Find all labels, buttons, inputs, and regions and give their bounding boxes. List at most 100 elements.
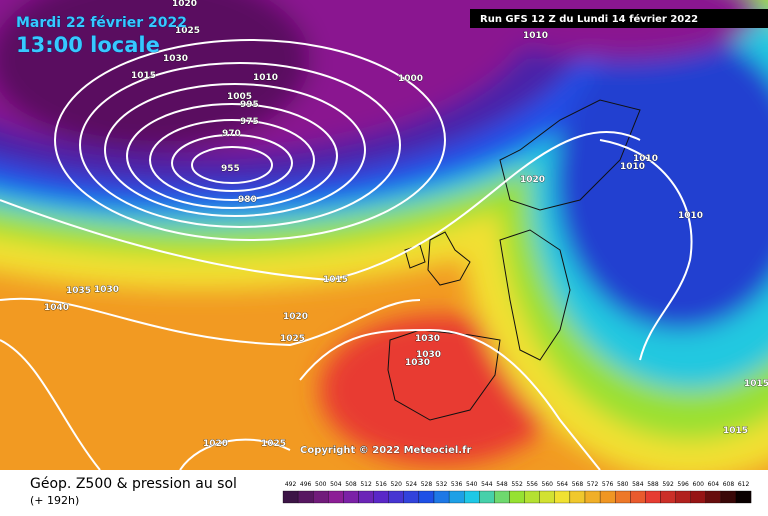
isobar-label: 1030 xyxy=(415,334,440,344)
isobar-label: 1015 xyxy=(744,379,768,389)
isobar-label: 1010 xyxy=(523,31,548,41)
legend-swatch xyxy=(403,490,420,504)
legend-swatch xyxy=(494,490,510,504)
legend-swatch xyxy=(373,490,389,504)
run-info: Run GFS 12 Z du Lundi 14 février 2022 xyxy=(480,13,698,25)
isobar-label: 980 xyxy=(238,195,257,205)
legend-swatch xyxy=(720,490,737,504)
isobar-label: 1010 xyxy=(253,73,278,83)
geopotential-field xyxy=(0,0,768,470)
legend-label: 532 xyxy=(436,481,448,488)
legend-swatch xyxy=(297,490,314,504)
legend-swatch xyxy=(479,490,495,504)
legend-swatch xyxy=(433,490,450,504)
isobars xyxy=(0,39,693,470)
run-banner xyxy=(470,9,768,28)
isobar-label: 1020 xyxy=(520,175,545,185)
legend-swatch xyxy=(645,490,661,504)
legend-label: 596 xyxy=(677,481,689,488)
legend-swatch xyxy=(509,490,525,504)
legend-label: 520 xyxy=(391,481,403,488)
legend-label: 492 xyxy=(285,481,297,488)
legend-swatch xyxy=(690,490,706,504)
isobar-label: 1015 xyxy=(323,275,348,285)
legend-label: 496 xyxy=(300,481,312,488)
legend-label: 500 xyxy=(315,481,327,488)
isobar-label: 1040 xyxy=(44,303,69,313)
isobar-label: 1030 xyxy=(405,358,430,368)
isobar-label: 1000 xyxy=(398,74,423,84)
legend-label: 552 xyxy=(511,481,523,488)
isobar-label: 1025 xyxy=(175,26,200,36)
legend-label: 504 xyxy=(330,481,342,488)
legend-label: 556 xyxy=(526,481,538,488)
legend-label: 548 xyxy=(496,481,508,488)
isobar-label: 1030 xyxy=(416,350,441,360)
isobar-label: 975 xyxy=(240,117,259,127)
legend-label: 592 xyxy=(662,481,674,488)
legend-swatch xyxy=(539,490,555,504)
legend-label: 508 xyxy=(345,481,357,488)
isobar-label: 1010 xyxy=(678,211,703,221)
legend-swatch xyxy=(464,490,480,504)
isobar-label: 1005 xyxy=(227,92,252,102)
copyright: Copyright © 2022 Meteociel.fr xyxy=(300,445,471,456)
legend-swatch xyxy=(328,490,344,504)
legend-swatch xyxy=(599,490,616,504)
isobar-label: 1020 xyxy=(203,439,228,449)
isobar-label: 1020 xyxy=(283,312,308,322)
legend-label: 564 xyxy=(557,481,569,488)
legend-swatch xyxy=(313,490,329,504)
legend-label: 608 xyxy=(723,481,735,488)
isobar-label: 995 xyxy=(240,100,259,110)
legend-swatch xyxy=(660,490,676,504)
legend-label: 576 xyxy=(602,481,614,488)
legend-label: 588 xyxy=(647,481,659,488)
legend-label: 584 xyxy=(632,481,644,488)
legend-label: 544 xyxy=(481,481,493,488)
legend-swatch xyxy=(388,490,404,504)
legend-swatch xyxy=(569,490,586,504)
color-legend: 492 496 500 504 508 512 516 520 524 528 532 536 540 5… xyxy=(282,481,752,504)
legend-label: 560 xyxy=(542,481,554,488)
isobar-label: 1025 xyxy=(261,439,286,449)
legend-label: 612 xyxy=(738,481,750,488)
legend-swatch xyxy=(705,490,722,504)
isobar-label: 955 xyxy=(221,164,240,174)
legend-label: 512 xyxy=(360,481,372,488)
legend-label: 536 xyxy=(451,481,463,488)
isobar-label: 1030 xyxy=(94,285,119,295)
legend-swatch xyxy=(554,490,571,504)
legend-swatch xyxy=(448,490,465,504)
legend-swatch xyxy=(675,490,691,504)
legend-label: 540 xyxy=(466,481,478,488)
isobar-label: 970 xyxy=(222,129,241,139)
isobar-label: 1015 xyxy=(131,71,156,81)
legend-swatch xyxy=(524,490,540,504)
legend-swatch xyxy=(584,490,601,504)
isobar-label: 1010 xyxy=(620,162,645,172)
legend-label: 516 xyxy=(375,481,387,488)
isobar-label: 1010 xyxy=(633,154,658,164)
legend-label: 572 xyxy=(587,481,599,488)
isobar-label: 1015 xyxy=(723,426,748,436)
legend-swatch xyxy=(343,490,359,504)
legend-label: 600 xyxy=(693,481,705,488)
legend-swatch xyxy=(418,490,435,504)
footer-title: Géop. Z500 & pression au sol xyxy=(30,476,237,492)
isobar-label: 1025 xyxy=(280,334,305,344)
legend-label: 528 xyxy=(421,481,433,488)
legend-label: 524 xyxy=(406,481,418,488)
forecast-time: 13:00 locale xyxy=(16,33,160,57)
legend-label: 580 xyxy=(617,481,629,488)
legend-swatch xyxy=(630,490,646,504)
legend-swatch xyxy=(358,490,374,504)
legend-swatch xyxy=(282,490,299,504)
forecast-date: Mardi 22 février 2022 xyxy=(16,15,187,31)
legend-swatch xyxy=(735,490,752,504)
legend-swatch xyxy=(615,490,631,504)
legend-label: 568 xyxy=(572,481,584,488)
coastlines xyxy=(387,99,641,421)
